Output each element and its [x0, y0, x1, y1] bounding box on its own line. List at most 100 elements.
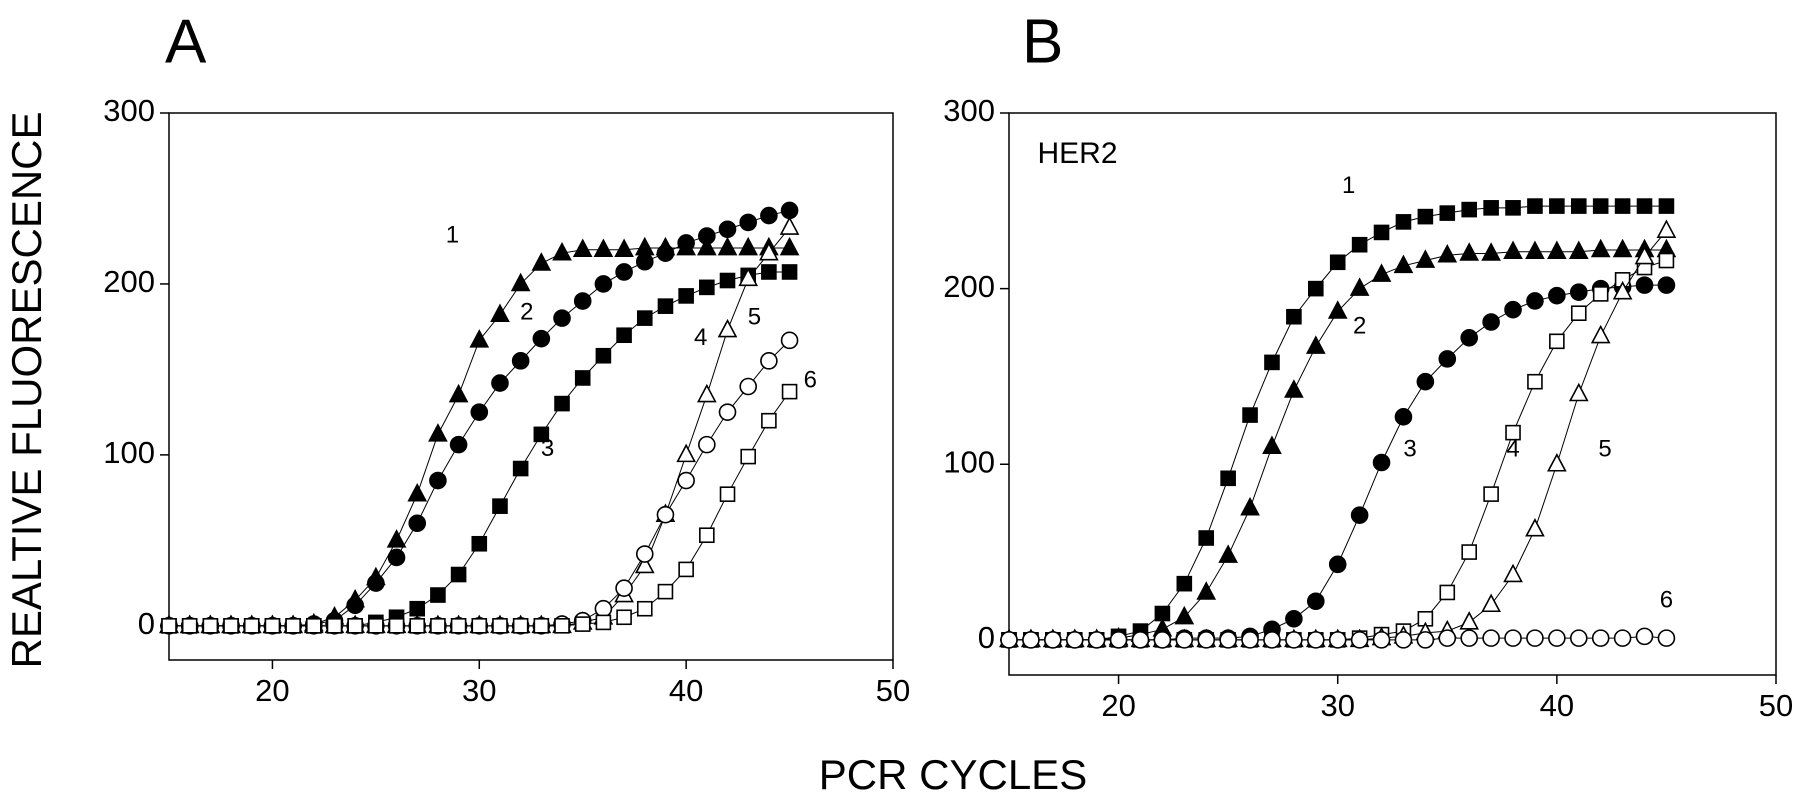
point — [1437, 244, 1458, 263]
y-tick-label: 0 — [138, 606, 155, 641]
point — [409, 600, 426, 617]
plot-frame — [1008, 112, 1777, 676]
y-tick-label: 200 — [103, 264, 155, 299]
point — [1635, 627, 1654, 646]
series-line — [1009, 205, 1667, 641]
point — [1307, 592, 1325, 611]
point — [1461, 201, 1477, 218]
point — [1196, 581, 1217, 600]
point — [636, 600, 653, 617]
point — [656, 244, 675, 262]
point — [698, 227, 716, 245]
point — [450, 566, 467, 583]
point — [759, 241, 779, 261]
point — [429, 471, 447, 490]
point — [347, 618, 363, 634]
point — [719, 486, 736, 502]
point — [1568, 382, 1589, 402]
series-label: 3 — [541, 435, 554, 462]
point — [1459, 242, 1480, 261]
point — [717, 236, 738, 256]
point — [1657, 276, 1676, 294]
point — [368, 618, 384, 634]
point — [717, 318, 738, 338]
point — [1482, 313, 1500, 331]
point — [1174, 605, 1195, 625]
point — [760, 352, 778, 370]
point — [1525, 240, 1545, 260]
point — [1372, 631, 1391, 649]
point — [634, 554, 655, 574]
point — [387, 548, 406, 567]
point — [1657, 629, 1676, 647]
series-label: 5 — [1598, 436, 1611, 463]
point — [1439, 584, 1456, 601]
point — [531, 252, 552, 271]
point — [449, 435, 468, 454]
point — [1394, 408, 1413, 426]
point — [1483, 200, 1499, 216]
point — [1527, 198, 1543, 214]
point — [450, 618, 467, 634]
point — [264, 618, 281, 634]
point — [781, 383, 798, 400]
point — [1547, 240, 1567, 260]
point — [678, 561, 694, 578]
point — [657, 583, 674, 600]
point — [574, 616, 591, 632]
point — [1109, 631, 1128, 649]
point — [1526, 292, 1544, 310]
point — [634, 236, 655, 256]
point — [161, 618, 177, 634]
point — [511, 352, 530, 370]
point — [1241, 631, 1259, 649]
point — [1569, 283, 1588, 301]
point — [1087, 631, 1106, 649]
point — [1612, 280, 1633, 300]
x-tick-label: 50 — [1759, 688, 1793, 723]
point — [1549, 198, 1565, 214]
point — [428, 423, 448, 442]
point — [1350, 631, 1369, 649]
point — [409, 618, 426, 634]
point — [1635, 276, 1654, 294]
point — [595, 614, 612, 631]
point — [1153, 631, 1172, 649]
point — [533, 426, 550, 443]
point — [552, 241, 572, 261]
point — [181, 618, 198, 634]
point — [1307, 631, 1325, 649]
point — [1395, 214, 1412, 230]
point — [593, 238, 614, 258]
point — [1568, 240, 1589, 260]
point — [1570, 198, 1587, 214]
point — [1526, 629, 1544, 647]
point — [1460, 328, 1478, 347]
point — [615, 263, 633, 281]
point — [1198, 530, 1215, 546]
point — [779, 216, 800, 235]
point — [614, 238, 634, 258]
point — [594, 599, 613, 618]
point — [1351, 236, 1368, 253]
point — [533, 618, 550, 634]
point — [1503, 563, 1523, 583]
x-tick-label: 20 — [1101, 688, 1135, 723]
point — [388, 618, 405, 634]
point — [572, 238, 593, 258]
point — [1656, 219, 1677, 238]
point — [780, 331, 799, 350]
point — [1264, 354, 1280, 371]
point — [512, 618, 529, 634]
point — [616, 609, 632, 626]
point — [616, 327, 632, 344]
point — [1218, 544, 1238, 563]
plot-frame — [168, 112, 894, 661]
x-axis-label: PCR CYCLES — [819, 751, 1087, 798]
point — [470, 403, 489, 421]
point — [1482, 629, 1500, 647]
point — [1613, 629, 1632, 647]
point — [202, 618, 219, 634]
point — [739, 213, 758, 232]
